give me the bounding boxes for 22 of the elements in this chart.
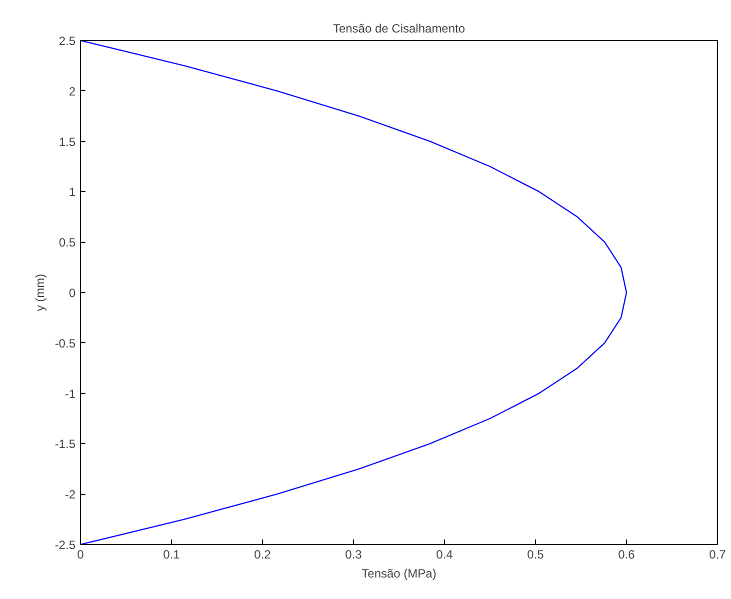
x-tick-label: 0.7 — [709, 548, 726, 562]
x-tick-label: 0.3 — [345, 548, 362, 562]
y-tick-label: -1.5 — [54, 437, 76, 452]
x-tick-label: 0.2 — [254, 548, 272, 562]
y-tick-label: -0.5 — [54, 336, 76, 350]
y-tick-label: 2.5 — [58, 34, 76, 48]
y-tick-label: -2.5 — [54, 538, 76, 552]
y-tick-label: -1 — [64, 386, 76, 401]
x-tick-label: 0.6 — [618, 548, 636, 562]
y-tick-label: 1 — [68, 185, 76, 200]
x-tick-label: 0.1 — [163, 548, 180, 562]
x-axis-title: Tensão (MPa) — [362, 566, 436, 580]
y-axis-title: y (mm) — [32, 274, 47, 312]
x-tick-label: 0.4 — [436, 548, 454, 562]
x-tick-label: 0.5 — [527, 548, 544, 562]
x-tick-label: 0 — [77, 548, 84, 562]
y-tick-label: -2 — [64, 488, 76, 502]
y-tick-label: 2 — [68, 84, 76, 98]
chart-title: Tensão de Cisalhamento — [332, 22, 466, 36]
y-tick-label: 1.5 — [58, 134, 76, 149]
y-tick-label: 0.5 — [58, 236, 76, 250]
y-tick-label: 0 — [68, 286, 76, 300]
